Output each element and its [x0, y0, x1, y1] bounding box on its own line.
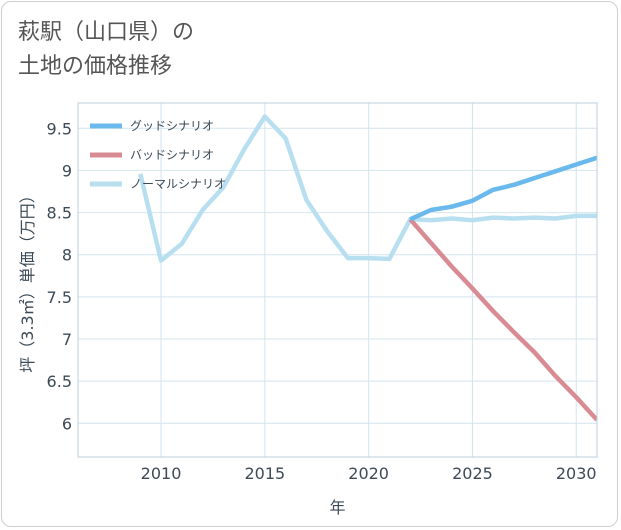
y-tick-label-9: 9 [62, 161, 72, 180]
x-tick-label-2010: 2010 [141, 464, 182, 483]
legend-label-2: ノーマルシナリオ [130, 177, 226, 191]
x-axis-label: 年 [329, 498, 345, 517]
legend-label-1: バッドシナリオ [130, 148, 214, 162]
y-tick-label-7: 7 [62, 330, 72, 349]
plot-frame [77, 102, 598, 458]
y-tick-label-8: 8 [62, 246, 72, 265]
series-lines [138, 114, 597, 422]
grid-lines [78, 103, 597, 457]
y-tick-label-8.5: 8.5 [47, 204, 72, 223]
series-line-1 [408, 217, 597, 422]
x-tick-label-2025: 2025 [452, 464, 493, 483]
y-tick-label-6: 6 [62, 414, 72, 433]
chart-title: 萩駅（山口県）の 土地の価格推移 [18, 16, 194, 84]
plot-background [78, 103, 597, 457]
chart-title-line-1: 萩駅（山口県）の [18, 20, 195, 45]
axes: 2010 2015 2020 2025 2030 6 6.5 7 7.5 8 8.5 9 9.5 [47, 102, 598, 483]
y-axis-label: 坪（3.3㎡）単価（万円） [18, 187, 37, 372]
y-tick-label-9.5: 9.5 [47, 119, 72, 138]
y-tick-label-7.5: 7.5 [47, 288, 72, 307]
plot-area [78, 103, 597, 457]
series-line-2 [138, 114, 597, 263]
y-tick-label-6.5: 6.5 [47, 372, 72, 391]
series-line-0 [409, 155, 597, 222]
legend-label-0: グッドシナリオ [130, 119, 214, 133]
chart-title-line-2: 土地の価格推移 [18, 54, 173, 79]
x-tick-label-2020: 2020 [348, 464, 389, 483]
x-tick-label-2030: 2030 [556, 464, 597, 483]
x-tick-label-2015: 2015 [244, 464, 285, 483]
